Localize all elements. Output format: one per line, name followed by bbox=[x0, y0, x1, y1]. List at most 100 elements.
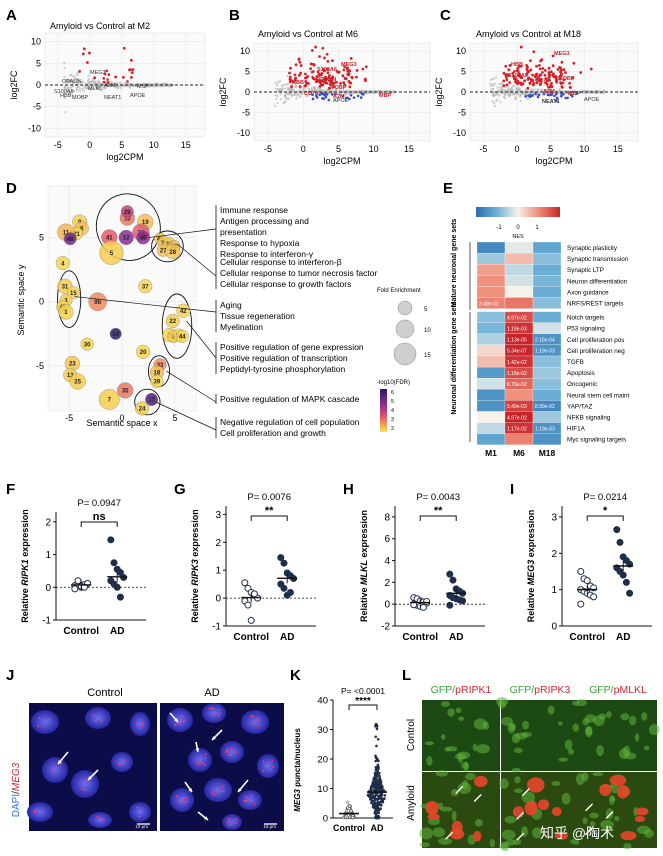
gene-label: A2M bbox=[104, 83, 116, 89]
down-gene-point bbox=[356, 94, 360, 98]
meg3-puncta bbox=[272, 765, 274, 768]
down-gene-point bbox=[315, 96, 319, 99]
column-label: M1 bbox=[485, 448, 497, 458]
up-gene-point bbox=[530, 79, 534, 83]
up-gene-point bbox=[105, 69, 109, 73]
gene-point bbox=[525, 91, 528, 95]
heatmap-cell bbox=[532, 297, 562, 309]
gene-point bbox=[278, 79, 282, 83]
group-label: AD bbox=[280, 632, 294, 643]
up-gene-point bbox=[325, 81, 329, 85]
gene-label: MOBP bbox=[330, 85, 347, 91]
meg3-puncta bbox=[183, 801, 186, 804]
data-point bbox=[71, 585, 79, 593]
nes-tick: 1 bbox=[535, 225, 539, 231]
gene-point bbox=[494, 76, 498, 79]
neuron-gfp bbox=[648, 724, 660, 736]
column-label-ad: AD bbox=[204, 687, 219, 699]
data-point bbox=[375, 757, 379, 761]
heatmap-cell bbox=[504, 433, 534, 445]
gene-point bbox=[552, 90, 556, 94]
heatmap-cell bbox=[476, 333, 506, 346]
bubble-label: 1 bbox=[64, 310, 68, 316]
go-term-bubble bbox=[88, 292, 107, 311]
go-term-bubble bbox=[120, 205, 134, 219]
meg3-puncta bbox=[181, 714, 184, 717]
bubble-label: 30 bbox=[84, 342, 91, 348]
go-term-bubble bbox=[150, 374, 164, 388]
cell-fdr-label: 4.97e-02 bbox=[507, 415, 527, 421]
gene-point bbox=[97, 84, 100, 88]
heatmap-row-label: P53 signaling bbox=[567, 326, 605, 333]
bubble-label: 22 bbox=[169, 319, 176, 325]
up-gene-point bbox=[309, 67, 313, 71]
phospho-signal bbox=[473, 830, 482, 842]
meg3-puncta bbox=[197, 760, 200, 763]
tick-label-y: 5 bbox=[39, 232, 44, 242]
up-gene-point bbox=[299, 64, 303, 67]
gene-point bbox=[493, 102, 496, 105]
up-gene-point bbox=[545, 83, 549, 86]
up-gene-point bbox=[326, 71, 330, 75]
meg3-puncta bbox=[176, 722, 179, 725]
connector-lines bbox=[74, 228, 217, 431]
neuron-gfp bbox=[419, 827, 433, 840]
arrow bbox=[584, 827, 593, 836]
cell-fdr-label: 1.17e-02 bbox=[507, 426, 527, 432]
meg3-puncta bbox=[182, 797, 185, 800]
neuron-gfp bbox=[501, 829, 516, 840]
color-legend-label: 3 bbox=[391, 417, 394, 423]
tick-label-x: 5 bbox=[172, 413, 177, 423]
up-gene-point bbox=[81, 52, 85, 56]
gene-point bbox=[501, 86, 504, 89]
neuron-gfp bbox=[440, 806, 453, 812]
tick-label-y: 5 bbox=[36, 58, 41, 68]
column-label: M6 bbox=[513, 448, 525, 458]
heatmap-row-label: Synaptic LTP bbox=[567, 267, 604, 274]
go-term: Cellular response to growth factors bbox=[220, 279, 351, 289]
tick-label-x: 5 bbox=[119, 140, 124, 150]
gene-point bbox=[526, 97, 529, 101]
gene-point bbox=[116, 86, 119, 90]
gene-point bbox=[295, 97, 298, 100]
bubble-label: 28 bbox=[169, 250, 176, 256]
up-gene-point bbox=[93, 76, 97, 80]
go-term-bubble bbox=[135, 401, 150, 416]
gene-point bbox=[107, 83, 110, 87]
up-gene-point bbox=[548, 78, 551, 82]
tick-label-y: 20 bbox=[317, 755, 328, 766]
go-term: Negative regulation of cell population bbox=[220, 417, 360, 427]
bubble-label: 21 bbox=[73, 232, 80, 238]
up-gene-point bbox=[547, 66, 551, 70]
gene-point bbox=[285, 83, 288, 86]
data-point bbox=[446, 570, 454, 578]
data-point bbox=[626, 589, 634, 597]
nucleus bbox=[111, 752, 133, 772]
down-gene-point bbox=[542, 92, 546, 96]
up-gene-point bbox=[560, 85, 564, 89]
up-gene-point bbox=[326, 67, 329, 71]
arrow bbox=[605, 811, 614, 820]
down-gene-point bbox=[311, 93, 314, 96]
down-gene-point bbox=[555, 96, 559, 100]
arrow bbox=[521, 788, 530, 797]
tick-label-y: 0 bbox=[245, 87, 250, 97]
nes-tick: -1 bbox=[496, 225, 502, 231]
up-gene-point bbox=[103, 72, 107, 76]
color-legend-title: -log10(FDR) bbox=[377, 380, 410, 386]
stain-gene: MEG3 bbox=[11, 762, 22, 791]
gene-point bbox=[544, 89, 548, 92]
data-point bbox=[374, 735, 378, 739]
meg3-puncta bbox=[94, 720, 97, 723]
data-point bbox=[419, 603, 427, 611]
gene-point bbox=[307, 92, 311, 95]
gene-point bbox=[307, 87, 310, 90]
up-gene-point bbox=[548, 73, 552, 77]
group-label: Control bbox=[63, 626, 99, 637]
up-gene-point bbox=[347, 73, 351, 77]
data-point bbox=[346, 813, 351, 817]
tick-label-x: 10 bbox=[369, 144, 379, 154]
gene-point bbox=[300, 92, 303, 96]
neuron-gfp bbox=[589, 821, 596, 827]
gene-point bbox=[100, 89, 103, 92]
